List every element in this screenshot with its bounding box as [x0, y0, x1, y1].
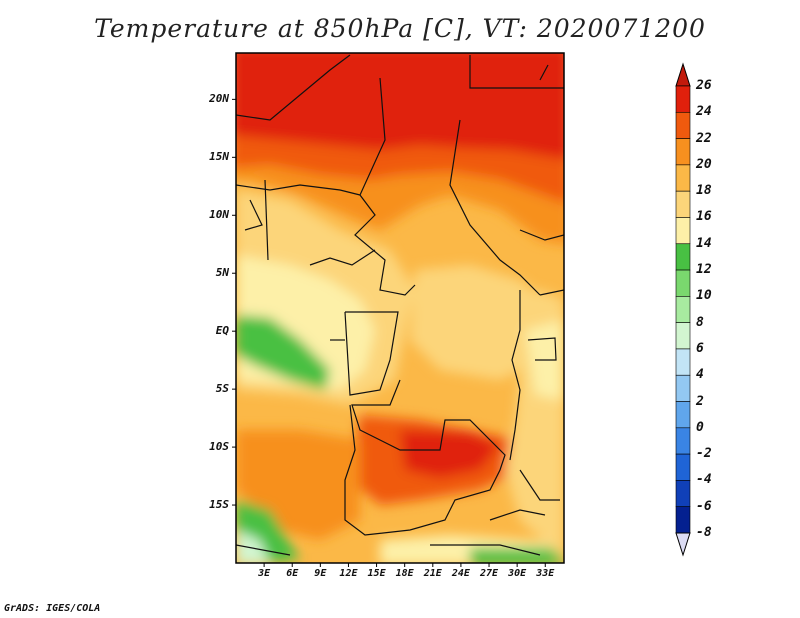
lon-label: 15E — [367, 568, 386, 579]
lat-ticks — [232, 98, 236, 506]
colorbar-label: 14 — [696, 235, 712, 251]
lon-label: 27E — [479, 568, 499, 579]
colorbar-label: 12 — [696, 262, 712, 278]
map-title: Temperature at 850hPa [C], VT: 202007120… — [94, 14, 706, 43]
lat-label: 5S — [215, 382, 229, 396]
lat-label: EQ — [215, 324, 229, 338]
colorbar-segment — [675, 111, 691, 139]
colorbar-segment — [675, 453, 691, 481]
colorbar-label: -8 — [696, 525, 712, 540]
colorbar-label: 2 — [696, 393, 704, 409]
colorbar-label: 26 — [696, 78, 712, 93]
colorbar — [675, 62, 691, 557]
colorbar-segment — [675, 322, 691, 350]
colorbar-label: 16 — [696, 209, 712, 225]
colorbar-label: 8 — [696, 314, 704, 330]
colorbar-segment — [675, 85, 691, 113]
colorbar-segment — [675, 138, 691, 166]
colorbar-label: 0 — [696, 419, 704, 435]
colorbar-segment — [675, 374, 691, 402]
colorbar-segment — [675, 269, 691, 297]
colorbar-segment — [675, 506, 691, 534]
colorbar-label: 6 — [696, 340, 704, 356]
lat-label: 15S — [209, 498, 229, 512]
colorbar-segment — [675, 243, 691, 271]
colorbar-label: 18 — [696, 183, 712, 199]
grads-credit: GrADS: IGES/COLA — [4, 603, 101, 614]
colorbar-segment — [675, 296, 691, 323]
lon-label: 33E — [536, 568, 555, 579]
lon-label: 18E — [395, 568, 414, 579]
lon-ticks — [263, 563, 546, 567]
colorbar-label: 4 — [696, 367, 704, 383]
lon-label: 24E — [451, 568, 470, 579]
colorbar-segment — [675, 217, 691, 245]
lat-label: 10S — [209, 440, 229, 454]
colorbar-segment — [675, 190, 691, 218]
colorbar-segment — [675, 401, 691, 429]
lon-label: 30E — [508, 568, 527, 579]
colorbar-label: -4 — [696, 472, 712, 488]
colorbar-segment — [675, 427, 691, 455]
colorbar-segment — [675, 480, 691, 508]
temperature-field — [236, 53, 564, 563]
colorbar-label: 24 — [696, 104, 712, 120]
colorbar-over-arrow — [675, 62, 691, 87]
lat-label: 5N — [215, 266, 229, 280]
lon-label: 12E — [339, 568, 358, 579]
colorbar-label: -6 — [696, 498, 712, 514]
lon-label: 6E — [286, 568, 299, 579]
colorbar-under-arrow — [675, 532, 691, 557]
colorbar-label: 10 — [696, 288, 712, 304]
colorbar-label: -2 — [696, 446, 712, 462]
map-frame — [235, 52, 565, 564]
lat-label: 15N — [209, 150, 229, 164]
country-borders — [236, 54, 564, 556]
lon-label: 21E — [423, 568, 442, 579]
colorbar-label: 22 — [696, 130, 712, 146]
lat-label: 10N — [209, 208, 229, 222]
colorbar-segment — [675, 348, 691, 376]
lon-label: 9E — [314, 568, 327, 579]
colorbar-segment — [675, 164, 691, 192]
lon-label: 3E — [258, 568, 271, 579]
colorbar-label: 20 — [696, 156, 712, 172]
lat-label: 20N — [209, 92, 229, 106]
